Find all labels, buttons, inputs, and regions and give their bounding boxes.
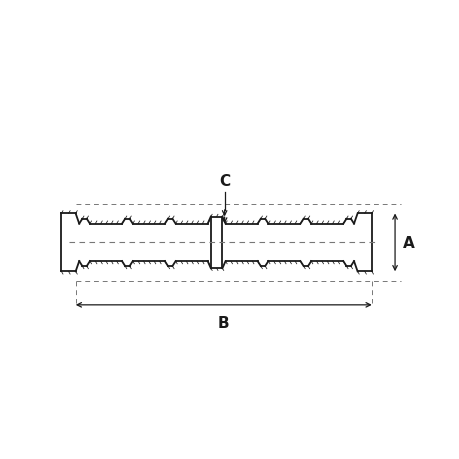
Text: B: B — [218, 315, 229, 330]
Text: A: A — [402, 235, 414, 250]
Text: C: C — [218, 173, 230, 188]
